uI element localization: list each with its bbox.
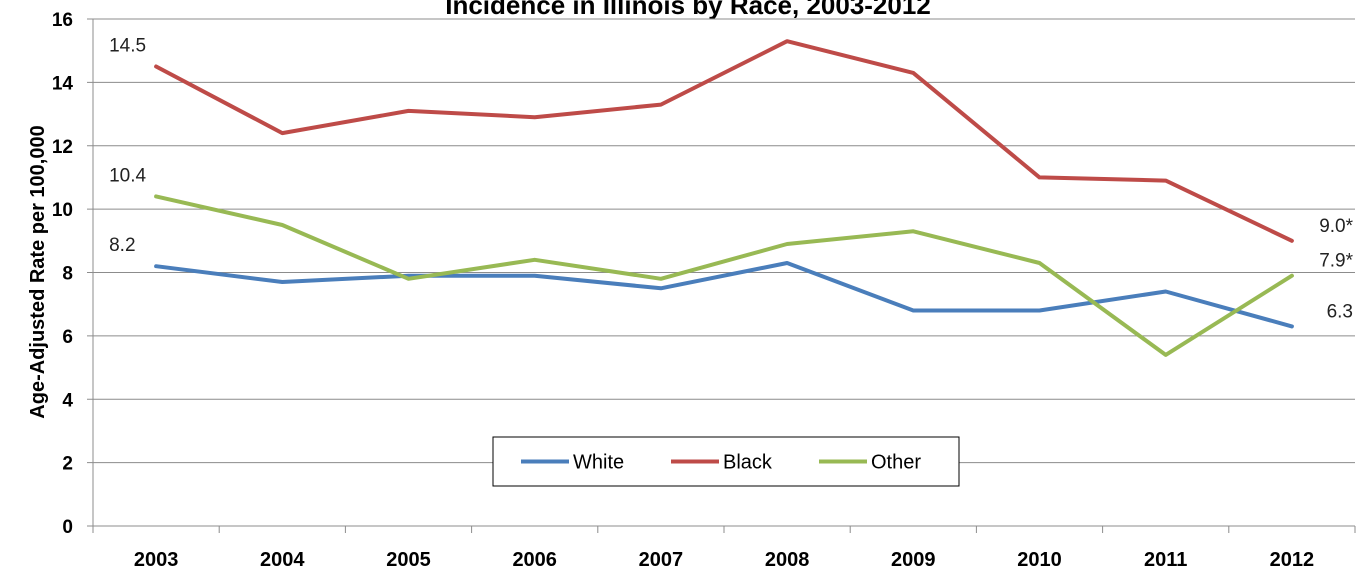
legend-label-black: Black [723, 452, 773, 474]
legend-box [492, 436, 960, 487]
data-label: 7.9* [1319, 251, 1353, 272]
x-tick-label: 2011 [1144, 549, 1187, 571]
series-lines [154, 39, 1294, 357]
y-tick-label: 4 [62, 390, 73, 411]
legend-label-white: White [573, 452, 624, 474]
data-label: 10.4 [109, 165, 146, 186]
x-tick-label: 2004 [260, 549, 305, 571]
y-tick-label: 16 [52, 10, 73, 31]
y-tick-label: 10 [52, 200, 73, 221]
y-axis-label: Age-Adjusted Rate per 100,000 [27, 125, 49, 418]
x-tick-label: 2008 [765, 549, 810, 571]
legend-label-other: Other [871, 452, 921, 474]
x-tick-label: 2012 [1270, 549, 1315, 571]
data-label: 9.0* [1319, 216, 1353, 237]
x-tick-label: 2005 [386, 549, 431, 571]
y-tick-label: 0 [62, 517, 73, 538]
data-label: 6.3 [1327, 301, 1353, 322]
x-tick-label: 2010 [1017, 549, 1062, 571]
series-line-black [154, 39, 1294, 243]
x-tick-label: 2003 [134, 549, 179, 571]
x-tick-label: 2009 [891, 549, 936, 571]
series-line-other [154, 194, 1294, 357]
axes: 0 2 4 6 8 10 12 14 16 2003 2004 2005 2006 2007 2008 200… [52, 10, 1356, 571]
gridlines [93, 18, 1355, 464]
y-tick-label: 12 [52, 137, 73, 158]
y-tick-label: 6 [62, 327, 73, 348]
data-label: 14.5 [109, 36, 146, 57]
data-label: 8.2 [109, 235, 135, 256]
x-tick-label: 2007 [639, 549, 684, 571]
x-tick-label: 2006 [512, 549, 557, 571]
chart-title: Incidence in Illinois by Race, 2003-2012 [445, 0, 931, 20]
y-tick-label: 14 [52, 73, 74, 94]
series-line-white [154, 261, 1294, 329]
y-tick-label: 8 [62, 264, 73, 285]
legend: White Black Other [492, 436, 960, 487]
y-tick-label: 2 [62, 454, 73, 475]
data-labels: 14.5 10.4 8.2 9.0* 7.9* 6.3 [109, 36, 1354, 323]
